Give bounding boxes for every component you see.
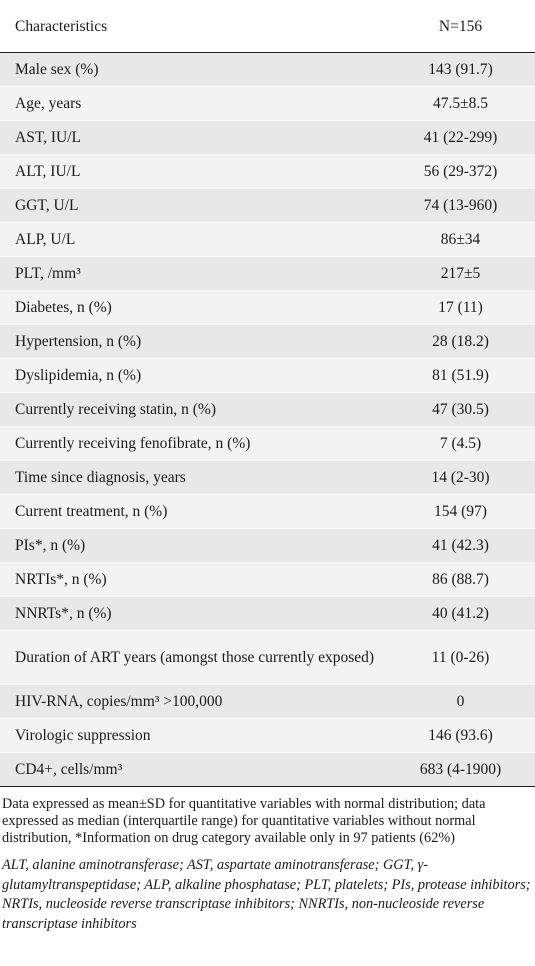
row-value: 47 (30.5): [386, 392, 535, 427]
row-label: CD4+, cells/mm³: [0, 752, 386, 787]
row-label: Virologic suppression: [0, 718, 386, 753]
table-row: PLT, /mm³ 217±5: [0, 256, 535, 291]
table-row: Age, years 47.5±8.5: [0, 86, 535, 121]
row-label: Hypertension, n (%): [0, 324, 386, 359]
row-label: Age, years: [0, 86, 386, 121]
table-row: Dyslipidemia, n (%) 81 (51.9): [0, 358, 535, 393]
table-row: HIV-RNA, copies/mm³ >100,000 0: [0, 684, 535, 719]
table-header-row: Characteristics N=156: [0, 0, 535, 53]
table-row: PIs*, n (%) 41 (42.3): [0, 528, 535, 563]
header-characteristics: Characteristics: [0, 0, 386, 53]
table-row: Current treatment, n (%) 154 (97): [0, 494, 535, 529]
table-row: GGT, U/L 74 (13-960): [0, 188, 535, 223]
table-row: NRTIs*, n (%) 86 (88.7): [0, 562, 535, 597]
row-value: 154 (97): [386, 494, 535, 529]
row-value: 41 (42.3): [386, 528, 535, 563]
row-value: 28 (18.2): [386, 324, 535, 359]
row-label: Diabetes, n (%): [0, 290, 386, 325]
table-footnote: Data expressed as mean±SD for quantitati…: [2, 796, 486, 846]
header-n: N=156: [386, 0, 535, 53]
row-label: NRTIs*, n (%): [0, 562, 386, 597]
table-row: Hypertension, n (%) 28 (18.2): [0, 324, 535, 359]
row-value: 47.5±8.5: [386, 86, 535, 121]
table-row: Duration of ART years (amongst those cur…: [0, 630, 535, 685]
table-row: ALT, IU/L 56 (29-372): [0, 154, 535, 189]
row-label: ALT, IU/L: [0, 154, 386, 189]
row-label: Current treatment, n (%): [0, 494, 386, 529]
table-row: CD4+, cells/mm³ 683 (4-1900): [0, 752, 535, 787]
table-row: Male sex (%) 143 (91.7): [0, 52, 535, 87]
table-row: NNRTs*, n (%) 40 (41.2): [0, 596, 535, 631]
row-value: 11 (0-26): [386, 630, 535, 685]
row-label: Currently receiving fenofibrate, n (%): [0, 426, 386, 461]
row-value: 17 (11): [386, 290, 535, 325]
row-label: HIV-RNA, copies/mm³ >100,000: [0, 684, 386, 719]
row-label: PLT, /mm³: [0, 256, 386, 291]
row-value: 86±34: [386, 222, 535, 257]
row-label: NNRTs*, n (%): [0, 596, 386, 631]
row-value: 86 (88.7): [386, 562, 535, 597]
table-row: Virologic suppression 146 (93.6): [0, 718, 535, 753]
table-row: Currently receiving statin, n (%) 47 (30.…: [0, 392, 535, 427]
row-value: 217±5: [386, 256, 535, 291]
abbreviations-note: ALT, alanine aminotransferase; AST, aspa…: [2, 857, 531, 932]
row-value: 143 (91.7): [386, 52, 535, 87]
row-value: 683 (4-1900): [386, 752, 535, 787]
row-value: 56 (29-372): [386, 154, 535, 189]
characteristics-table: Characteristics N=156 Male sex (%) 143 (9…: [0, 0, 535, 787]
row-label: GGT, U/L: [0, 188, 386, 223]
row-label: Time since diagnosis, years: [0, 460, 386, 495]
row-value: 0: [386, 684, 535, 719]
row-label: PIs*, n (%): [0, 528, 386, 563]
row-value: 146 (93.6): [386, 718, 535, 753]
table-row: Currently receiving fenofibrate, n (%) 7 …: [0, 426, 535, 461]
table-row: ALP, U/L 86±34: [0, 222, 535, 257]
row-label: AST, IU/L: [0, 120, 386, 155]
table-row: Time since diagnosis, years 14 (2-30): [0, 460, 535, 495]
row-label: Currently receiving statin, n (%): [0, 392, 386, 427]
row-value: 7 (4.5): [386, 426, 535, 461]
row-label: Male sex (%): [0, 52, 386, 87]
row-value: 40 (41.2): [386, 596, 535, 631]
row-value: 81 (51.9): [386, 358, 535, 393]
table-row: Diabetes, n (%) 17 (11): [0, 290, 535, 325]
row-value: 74 (13-960): [386, 188, 535, 223]
row-label: ALP, U/L: [0, 222, 386, 257]
row-label: Duration of ART years (amongst those cur…: [0, 630, 386, 685]
row-value: 41 (22-299): [386, 120, 535, 155]
row-value: 14 (2-30): [386, 460, 535, 495]
table-row: AST, IU/L 41 (22-299): [0, 120, 535, 155]
row-label: Dyslipidemia, n (%): [0, 358, 386, 393]
